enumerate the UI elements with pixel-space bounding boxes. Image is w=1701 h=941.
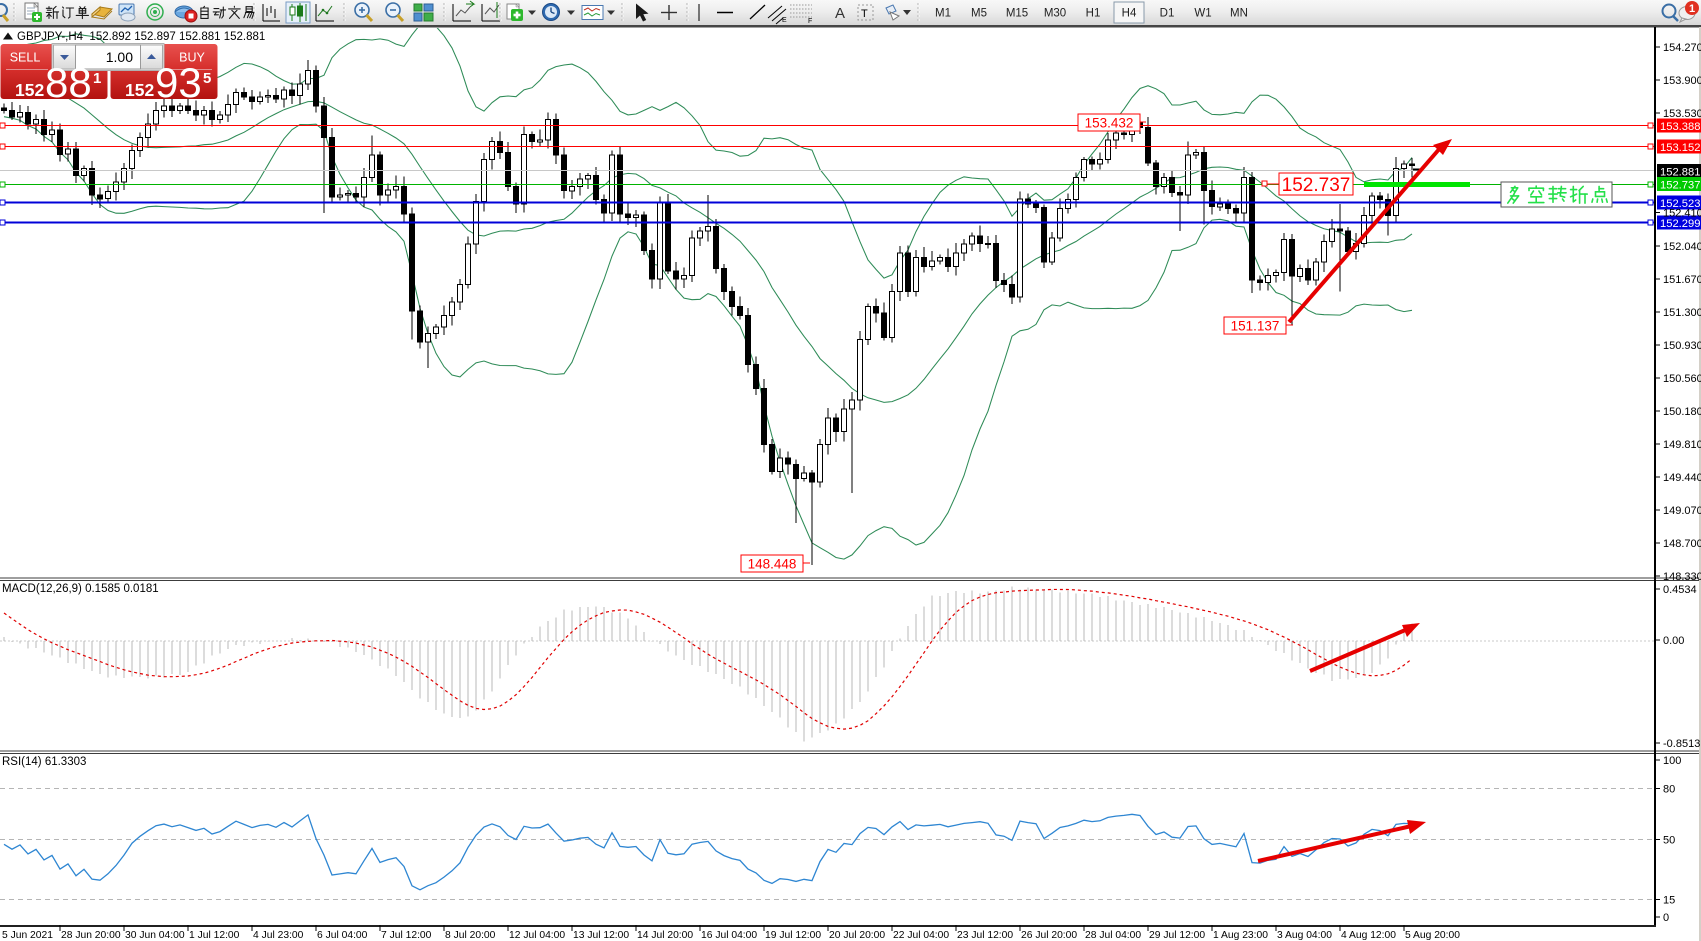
- svg-text:88: 88: [45, 59, 92, 106]
- svg-text:148.700: 148.700: [1663, 538, 1701, 550]
- svg-text:152.299: 152.299: [1660, 218, 1700, 230]
- svg-text:BUY: BUY: [179, 51, 205, 65]
- svg-text:150.560: 150.560: [1663, 373, 1701, 385]
- svg-text:19 Jul 12:00: 19 Jul 12:00: [765, 930, 821, 941]
- svg-text:1 Aug 23:00: 1 Aug 23:00: [1213, 930, 1268, 941]
- svg-text:H1: H1: [1086, 8, 1101, 20]
- svg-text:152.523: 152.523: [1660, 198, 1700, 210]
- svg-text:5: 5: [203, 70, 211, 87]
- svg-text:H4: H4: [1122, 8, 1137, 20]
- svg-text:MN: MN: [1230, 8, 1248, 20]
- svg-text:152.040: 152.040: [1663, 241, 1701, 253]
- svg-text:26 Jul 20:00: 26 Jul 20:00: [1021, 930, 1077, 941]
- svg-text:153.900: 153.900: [1663, 75, 1701, 87]
- svg-text:M30: M30: [1044, 8, 1066, 20]
- svg-text:153.432: 153.432: [1085, 115, 1134, 130]
- svg-text:28 Jun 20:00: 28 Jun 20:00: [61, 930, 121, 941]
- svg-text:153.530: 153.530: [1663, 108, 1701, 120]
- svg-text:23 Jul 12:00: 23 Jul 12:00: [957, 930, 1013, 941]
- svg-text:3 Aug 04:00: 3 Aug 04:00: [1277, 930, 1332, 941]
- svg-text:E: E: [782, 17, 787, 24]
- svg-text:149.070: 149.070: [1663, 505, 1701, 517]
- svg-text:0: 0: [1663, 912, 1669, 924]
- svg-text:5 Aug 20:00: 5 Aug 20:00: [1405, 930, 1460, 941]
- svg-text:153.152: 153.152: [1660, 142, 1700, 154]
- svg-text:151.300: 151.300: [1663, 307, 1701, 319]
- svg-text:28 Jul 04:00: 28 Jul 04:00: [1085, 930, 1141, 941]
- svg-text:MACD(12,26,9) 0.1585 0.0181: MACD(12,26,9) 0.1585 0.0181: [2, 583, 159, 595]
- svg-text:T: T: [861, 8, 868, 20]
- svg-text:152.737: 152.737: [1660, 179, 1700, 191]
- svg-text:W1: W1: [1194, 8, 1211, 20]
- svg-text:148.330: 148.330: [1663, 571, 1701, 583]
- svg-text:15: 15: [1663, 895, 1675, 907]
- svg-text:M5: M5: [971, 8, 987, 20]
- svg-text:150.180: 150.180: [1663, 406, 1701, 418]
- svg-text:14 Jul 20:00: 14 Jul 20:00: [637, 930, 693, 941]
- svg-text:4 Jul 23:00: 4 Jul 23:00: [253, 930, 304, 941]
- svg-text:1.00: 1.00: [106, 49, 133, 65]
- svg-text:151.670: 151.670: [1663, 274, 1701, 286]
- svg-text:148.448: 148.448: [748, 556, 797, 571]
- svg-text:12 Jul 04:00: 12 Jul 04:00: [509, 930, 565, 941]
- svg-text:152.881: 152.881: [1660, 166, 1700, 178]
- svg-text:4 Aug 12:00: 4 Aug 12:00: [1341, 930, 1396, 941]
- svg-text:153.388: 153.388: [1660, 121, 1700, 133]
- svg-text:F: F: [808, 18, 812, 25]
- svg-text:149.440: 149.440: [1663, 472, 1701, 484]
- svg-text:80: 80: [1663, 784, 1675, 796]
- svg-text:-0.8513: -0.8513: [1663, 738, 1700, 750]
- svg-text:8 Jul 20:00: 8 Jul 20:00: [445, 930, 496, 941]
- svg-text:29 Jul 12:00: 29 Jul 12:00: [1149, 930, 1205, 941]
- svg-text:50: 50: [1663, 835, 1675, 847]
- svg-text:30 Jun 04:00: 30 Jun 04:00: [125, 930, 185, 941]
- svg-text:SELL: SELL: [10, 51, 41, 65]
- svg-text:5 Jun 2021: 5 Jun 2021: [2, 930, 53, 941]
- svg-text:150.930: 150.930: [1663, 340, 1701, 352]
- svg-text:RSI(14) 61.3303: RSI(14) 61.3303: [2, 756, 86, 768]
- svg-text:152: 152: [15, 80, 44, 100]
- svg-text:152: 152: [125, 80, 154, 100]
- svg-text:13 Jul 12:00: 13 Jul 12:00: [573, 930, 629, 941]
- svg-text:D1: D1: [1160, 8, 1175, 20]
- svg-text:1 Jul 12:00: 1 Jul 12:00: [189, 930, 240, 941]
- svg-text:6 Jul 04:00: 6 Jul 04:00: [317, 930, 368, 941]
- svg-text:1: 1: [1689, 3, 1695, 15]
- svg-text:M1: M1: [935, 8, 951, 20]
- svg-text:7 Jul 12:00: 7 Jul 12:00: [381, 930, 432, 941]
- svg-text:M15: M15: [1006, 8, 1028, 20]
- svg-text:154.270: 154.270: [1663, 42, 1701, 54]
- svg-text:GBPJPY-,H4 152.892 152.897 15: GBPJPY-,H4 152.892 152.897 152.881 152.8…: [17, 31, 265, 43]
- svg-text:22 Jul 04:00: 22 Jul 04:00: [893, 930, 949, 941]
- svg-text:93: 93: [155, 59, 202, 106]
- svg-text:0.4534: 0.4534: [1663, 584, 1697, 596]
- svg-text:16 Jul 04:00: 16 Jul 04:00: [701, 930, 757, 941]
- svg-text:151.137: 151.137: [1231, 318, 1280, 333]
- svg-text:0.00: 0.00: [1663, 635, 1684, 647]
- svg-text:20 Jul 20:00: 20 Jul 20:00: [829, 930, 885, 941]
- svg-text:152.410: 152.410: [1663, 208, 1701, 220]
- svg-text:1: 1: [93, 70, 101, 87]
- svg-text:152.737: 152.737: [1282, 175, 1351, 196]
- svg-text:A: A: [835, 5, 845, 22]
- svg-text:149.810: 149.810: [1663, 439, 1701, 451]
- svg-text:100: 100: [1663, 755, 1681, 767]
